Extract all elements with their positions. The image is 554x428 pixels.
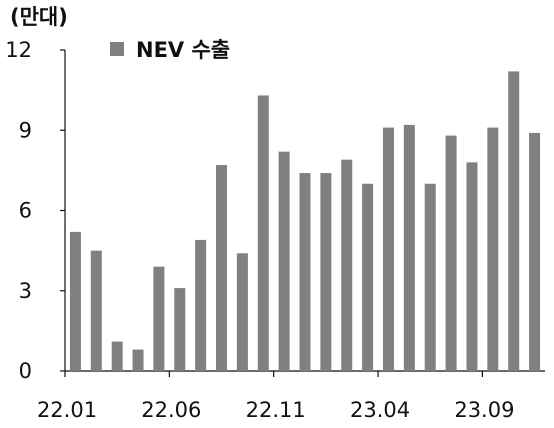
x-tick-label: 22.06 [141,398,201,422]
x-tick-label: 22.11 [246,398,306,422]
bar-22.05 [153,266,165,371]
x-tick-label: 22.01 [37,398,97,422]
y-unit-label: (만대) [10,5,68,29]
bar-22.08 [216,165,228,371]
bar-23.06 [424,183,436,371]
bar-23.07 [445,135,457,371]
legend: NEV 수출 [110,38,230,62]
bar-22.07 [195,239,207,371]
bar-22.09 [236,253,248,371]
bar-23.05 [403,124,415,372]
axes: 0 3 6 9 12 22.01 22.06 22.11 23.04 23.09 [5,38,545,422]
bar-22.12 [299,173,311,371]
y-tick-label: 0 [19,359,32,383]
bars [69,71,541,372]
x-tick-label: 23.09 [454,398,514,422]
bar-23.01 [320,173,332,371]
legend-swatch [110,42,124,56]
bar-23.08 [466,162,478,371]
bar-23.10 [508,71,520,372]
y-tick-label: 6 [19,199,32,223]
y-tick-label: 3 [19,279,32,303]
bar-22.02 [90,250,102,372]
bar-22.06 [174,288,186,371]
bar-23.04 [382,127,394,371]
y-tick-label: 12 [5,38,32,62]
bar-22.04 [132,349,144,371]
bar-22.11 [278,151,290,371]
bar-22.10 [257,95,269,371]
bar-23.02 [341,159,353,371]
bar-22.01 [69,231,81,371]
legend-label: NEV 수출 [136,38,230,62]
x-tick-label: 23.04 [350,398,410,422]
bar-23.11 [529,132,541,371]
bar-22.03 [111,341,123,371]
bar-23.09 [487,127,499,371]
bar-23.03 [362,183,374,371]
y-tick-label: 9 [19,118,32,142]
